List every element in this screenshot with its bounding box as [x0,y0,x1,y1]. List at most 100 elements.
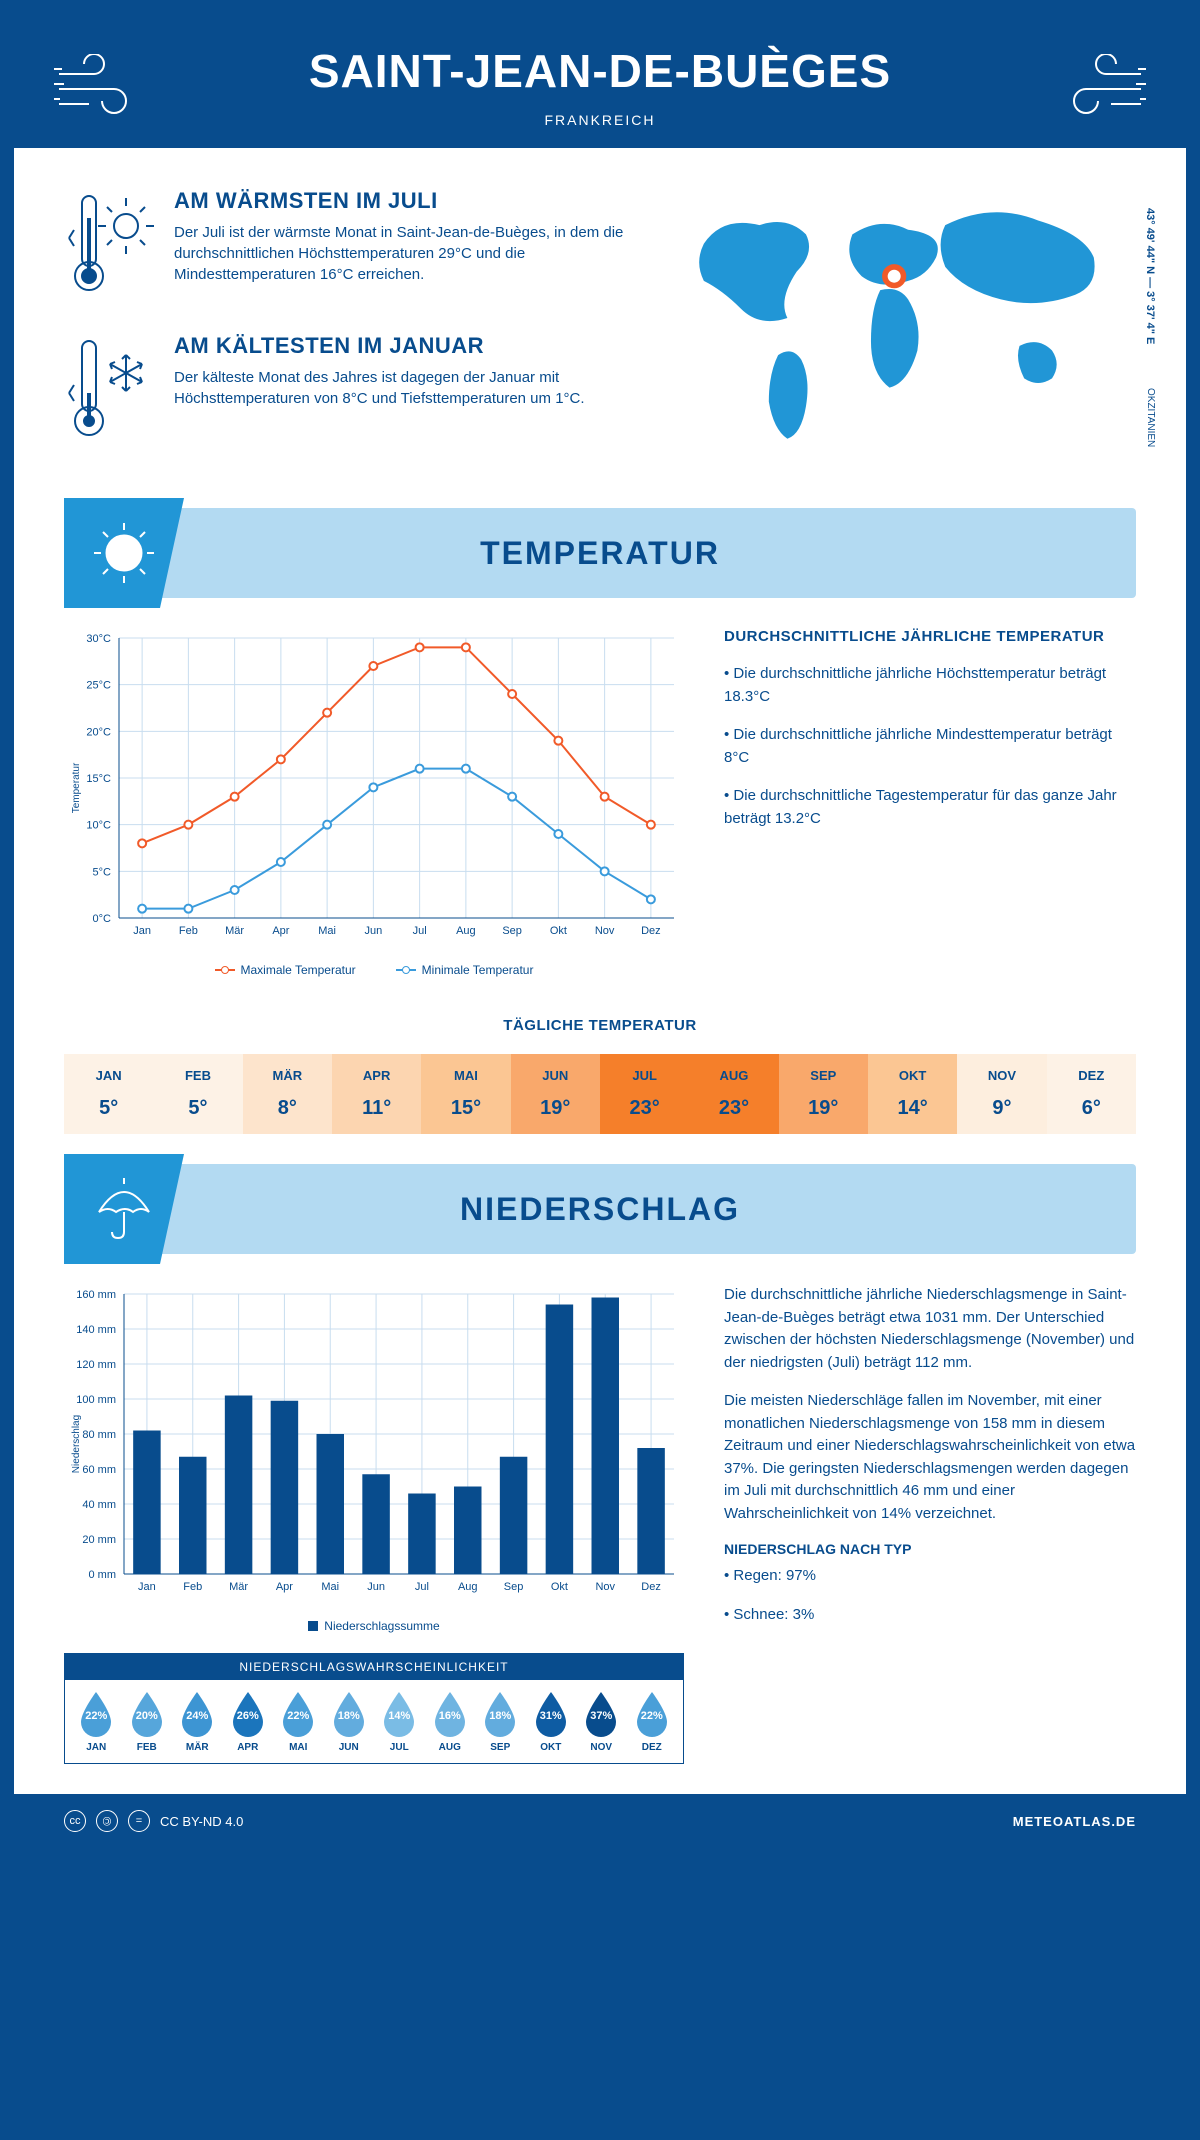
world-map [662,188,1136,448]
coldest-fact: AM KÄLTESTEN IM JANUAR Der kälteste Mona… [64,333,632,448]
temp-cell: FEB5° [153,1054,242,1134]
nd-icon: = [128,1810,150,1832]
svg-text:Okt: Okt [550,925,567,937]
svg-text:5°C: 5°C [93,866,112,878]
coldest-title: AM KÄLTESTEN IM JANUAR [174,333,632,359]
avg-temp-title: DURCHSCHNITTLICHE JÄHRLICHE TEMPERATUR [724,628,1136,645]
wind-icon [1046,54,1146,124]
thermometer-hot-icon [64,188,154,298]
prob-cell: 31%OKT [526,1690,577,1753]
svg-text:Dez: Dez [641,1581,661,1593]
svg-text:Jul: Jul [415,1581,429,1593]
svg-text:Jun: Jun [365,925,383,937]
svg-text:Mai: Mai [318,925,336,937]
avg-temp-p1: • Die durchschnittliche jährliche Höchst… [724,663,1136,708]
svg-text:Jul: Jul [413,925,427,937]
precipitation-bar-chart: 0 mm 20 mm 40 mm 60 mm 80 mm 100 mm 120 mm 140 … [64,1284,684,1604]
svg-text:Sep: Sep [502,925,522,937]
legend-min-label: Minimale Temperatur [422,963,534,977]
svg-text:Nov: Nov [595,925,615,937]
svg-text:140 mm: 140 mm [76,1324,116,1336]
by-icon: 🄯 [96,1810,118,1832]
svg-text:60 mm: 60 mm [82,1464,116,1476]
prob-cell: 22%DEZ [627,1690,678,1753]
prob-cell: 22%MAI [273,1690,324,1753]
header: SAINT-JEAN-DE-BUÈGES FRANKREICH [14,14,1186,148]
svg-text:30°C: 30°C [86,633,111,645]
region-label: OKZITANIEN [1145,388,1156,447]
svg-text:Jan: Jan [133,925,151,937]
precip-banner: NIEDERSCHLAG [64,1164,1136,1254]
prob-cell: 16%AUG [425,1690,476,1753]
temp-cell: OKT14° [868,1054,957,1134]
svg-text:Jan: Jan [138,1581,156,1593]
svg-text:100 mm: 100 mm [76,1394,116,1406]
precip-legend: Niederschlagssumme [64,1619,684,1633]
daily-temp-title: TÄGLICHE TEMPERATUR [64,1017,1136,1034]
prob-cell: 18%SEP [475,1690,526,1753]
svg-text:Okt: Okt [551,1581,568,1593]
coordinates: 43° 49' 44" N — 3° 37' 4" E [1144,208,1156,344]
intro-section: AM WÄRMSTEN IM JULI Der Juli ist der wär… [14,148,1186,508]
svg-text:Mär: Mär [229,1581,248,1593]
svg-text:Apr: Apr [272,925,289,937]
precip-p2: Die meisten Niederschläge fallen im Nove… [724,1390,1136,1525]
avg-temp-p3: • Die durchschnittliche Tagestemperatur … [724,785,1136,830]
svg-text:20 mm: 20 mm [82,1534,116,1546]
precip-p1: Die durchschnittliche jährliche Niedersc… [724,1284,1136,1374]
svg-text:Temperatur: Temperatur [71,762,82,813]
svg-text:Sep: Sep [504,1581,524,1593]
temperature-banner: TEMPERATUR [64,508,1136,598]
footer: cc 🄯 = CC BY-ND 4.0 METEOATLAS.DE [14,1794,1186,1848]
precip-summary: Die durchschnittliche jährliche Niedersc… [724,1284,1136,1764]
temperature-line-chart: 0°C5°C10°C15°C20°C25°C30°CJanFebMärAprMa… [64,628,684,948]
sun-icon [89,518,159,588]
svg-text:120 mm: 120 mm [76,1359,116,1371]
temp-cell: SEP19° [779,1054,868,1134]
temp-cell: MÄR8° [243,1054,332,1134]
temp-section-title: TEMPERATUR [480,535,720,572]
precip-type-title: NIEDERSCHLAG NACH TYP [724,1541,1136,1557]
svg-text:Mai: Mai [321,1581,339,1593]
location-title: SAINT-JEAN-DE-BUÈGES [34,44,1166,98]
warmest-fact: AM WÄRMSTEN IM JULI Der Juli ist der wär… [64,188,632,303]
svg-text:80 mm: 80 mm [82,1429,116,1441]
avg-temp-p2: • Die durchschnittliche jährliche Mindes… [724,724,1136,769]
svg-text:0°C: 0°C [93,913,112,925]
prob-cell: 20%FEB [122,1690,173,1753]
precip-type1: • Regen: 97% [724,1565,1136,1588]
precip-section-title: NIEDERSCHLAG [460,1191,740,1228]
svg-text:20°C: 20°C [86,726,111,738]
temp-cell: DEZ6° [1047,1054,1136,1134]
daily-temp-table: TÄGLICHE TEMPERATUR JAN5°FEB5°MÄR8°APR11… [64,1017,1136,1134]
temp-cell: NOV9° [957,1054,1046,1134]
temp-cell: APR11° [332,1054,421,1134]
svg-text:40 mm: 40 mm [82,1499,116,1511]
svg-text:15°C: 15°C [86,773,111,785]
prob-title: NIEDERSCHLAGSWAHRSCHEINLICHKEIT [65,1654,683,1680]
license-label: CC BY-ND 4.0 [160,1814,243,1829]
temp-summary: DURCHSCHNITTLICHE JÄHRLICHE TEMPERATUR •… [724,628,1136,977]
temp-legend: .legend-line[style*='f15a29']::after{bor… [64,963,684,977]
svg-text:Dez: Dez [641,925,661,937]
prob-cell: 37%NOV [576,1690,627,1753]
country-label: FRANKREICH [34,112,1166,128]
prob-cell: 24%MÄR [172,1690,223,1753]
cc-icon: cc [64,1810,86,1832]
prob-cell: 18%JUN [324,1690,375,1753]
svg-text:0 mm: 0 mm [89,1569,117,1581]
temp-cell: JUL23° [600,1054,689,1134]
svg-text:25°C: 25°C [86,680,111,692]
precip-legend-label: Niederschlagssumme [324,1619,439,1633]
umbrella-icon [89,1174,159,1244]
svg-text:Niederschlag: Niederschlag [71,1415,82,1473]
svg-text:Feb: Feb [183,1581,202,1593]
wind-icon [54,54,154,124]
temp-cell: MAI15° [421,1054,510,1134]
precip-type2: • Schnee: 3% [724,1604,1136,1627]
prob-cell: 26%APR [223,1690,274,1753]
svg-text:Aug: Aug [458,1581,478,1593]
prob-cell: 14%JUL [374,1690,425,1753]
svg-text:Apr: Apr [276,1581,293,1593]
svg-text:Nov: Nov [595,1581,615,1593]
